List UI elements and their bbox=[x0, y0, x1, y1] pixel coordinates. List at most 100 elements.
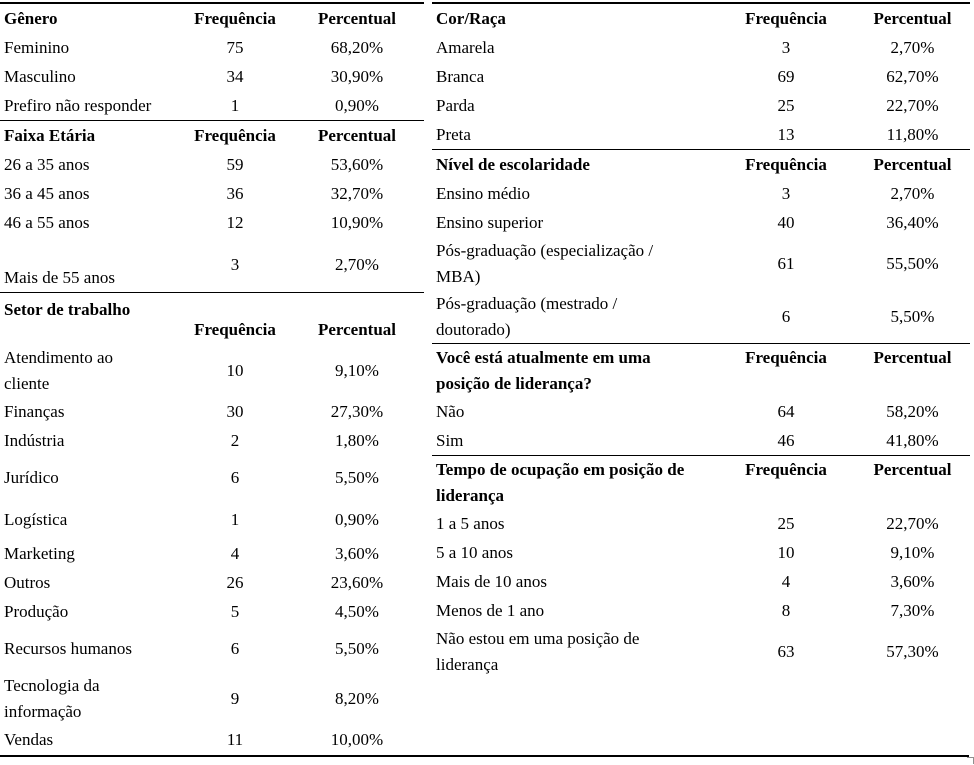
frequency-value: 64 bbox=[777, 401, 795, 421]
row-label: Feminino bbox=[4, 37, 70, 57]
percent-value: 4,50% bbox=[335, 601, 379, 621]
stats-table-tempo-de-ocupacao-em-posicao-de-lideranc: Tempo de ocupação em posição de lideranç… bbox=[432, 455, 970, 678]
frequency-column-header: Frequência bbox=[194, 125, 276, 145]
row-label: Mais de 55 anos bbox=[4, 267, 115, 287]
row-label: 1 a 5 anos bbox=[436, 513, 505, 533]
row-label: Preta bbox=[436, 124, 471, 144]
frequency-value: 6 bbox=[781, 306, 791, 326]
table-row: Recursos humanos 6 5,50% bbox=[0, 626, 424, 672]
frequency-value: 3 bbox=[781, 37, 791, 57]
row-label: Produção bbox=[4, 601, 69, 621]
table-row: Marketing 4 3,60% bbox=[0, 539, 424, 568]
frequency-value: 25 bbox=[777, 513, 795, 533]
percent-value: 2,70% bbox=[890, 183, 935, 203]
section-header-row: Faixa Etária Frequência Percentual bbox=[0, 121, 424, 151]
percent-value: 55,50% bbox=[886, 253, 939, 273]
frequency-column-header: Frequência bbox=[194, 319, 276, 339]
frequency-value: 6 bbox=[230, 639, 240, 659]
table-bottom-border bbox=[0, 755, 969, 757]
percent-value: 1,80% bbox=[335, 430, 379, 450]
table-row: Mais de 10 anos 4 3,60% bbox=[432, 567, 970, 596]
table-row: 26 a 35 anos 59 53,60% bbox=[0, 150, 424, 179]
frequency-value: 40 bbox=[777, 212, 795, 232]
section-header-row: Gênero Frequência Percentual bbox=[0, 3, 424, 33]
percent-value: 10,00% bbox=[330, 729, 384, 749]
row-label: Outros bbox=[4, 572, 51, 592]
frequency-value: 2 bbox=[230, 430, 240, 450]
percent-value: 7,30% bbox=[890, 600, 935, 620]
percent-value: 68,20% bbox=[330, 37, 384, 57]
table-row: Jurídico 6 5,50% bbox=[0, 455, 424, 501]
percent-value: 11,80% bbox=[886, 124, 939, 144]
percentual-column-header: Percentual bbox=[873, 154, 952, 174]
row-label: Amarela bbox=[436, 37, 495, 57]
percentual-column-header: Percentual bbox=[873, 460, 952, 479]
percent-value: 30,90% bbox=[330, 66, 384, 86]
percent-value: 0,90% bbox=[335, 510, 379, 530]
table-row: Preta 13 11,80% bbox=[432, 120, 970, 149]
row-label: Sim bbox=[436, 430, 464, 450]
section-header-row: Você está atualmente em uma posição de l… bbox=[432, 344, 970, 398]
section-header-row: Nível de escolaridade Frequência Percentua… bbox=[432, 150, 970, 180]
row-label: Vendas bbox=[4, 729, 54, 749]
percentual-column-header: Percentual bbox=[317, 8, 397, 28]
frequency-value: 26 bbox=[226, 572, 244, 592]
frequency-value: 11 bbox=[226, 729, 244, 749]
percentual-column-header: Percentual bbox=[873, 348, 952, 367]
section-title: Setor de trabalho bbox=[4, 300, 131, 319]
section-header-row: Setor de trabalho Frequência Percentual bbox=[0, 293, 424, 345]
frequency-value: 5 bbox=[230, 601, 240, 621]
frequency-column-header: Frequência bbox=[745, 8, 827, 28]
section-title: Nível de escolaridade bbox=[436, 154, 590, 174]
row-label: 36 a 45 anos bbox=[4, 183, 90, 203]
percent-value: 2,70% bbox=[890, 37, 935, 57]
stats-table-setor-de-trabalho: Setor de trabalho Frequência Percentual Ate… bbox=[0, 292, 424, 754]
row-label: Não bbox=[436, 401, 465, 421]
table-resize-handle[interactable] bbox=[967, 757, 974, 764]
table-row: Mais de 55 anos 3 2,70% bbox=[0, 237, 424, 292]
row-label: Logística bbox=[4, 510, 68, 530]
frequency-value: 59 bbox=[226, 154, 244, 174]
percent-value: 0,90% bbox=[335, 95, 379, 115]
frequency-value: 46 bbox=[777, 430, 795, 450]
percent-value: 10,90% bbox=[330, 212, 384, 232]
frequency-column-header: Frequência bbox=[194, 8, 276, 28]
table-row: Não 64 58,20% bbox=[432, 397, 970, 426]
table-row: Pós-graduação (especialização / MBA) 61 55… bbox=[432, 237, 970, 290]
percent-value: 62,70% bbox=[886, 66, 939, 86]
row-label: Recursos humanos bbox=[4, 639, 132, 659]
row-label: Marketing bbox=[4, 543, 75, 563]
left-tables-column: Gênero Frequência Percentual Feminino 75 68,2… bbox=[0, 2, 424, 754]
percent-value: 5,50% bbox=[890, 306, 935, 326]
percent-value: 5,50% bbox=[335, 639, 379, 659]
row-label: Menos de 1 ano bbox=[436, 600, 545, 620]
table-row: Logística 1 0,90% bbox=[0, 501, 424, 539]
percent-value: 22,70% bbox=[886, 95, 939, 115]
table-row: Ensino médio 3 2,70% bbox=[432, 179, 970, 208]
frequency-value: 8 bbox=[781, 600, 791, 620]
row-label: Masculino bbox=[4, 66, 76, 86]
table-row: Parda 25 22,70% bbox=[432, 91, 970, 120]
percent-value: 32,70% bbox=[330, 183, 384, 203]
percent-value: 3,60% bbox=[335, 543, 379, 563]
row-label: Atendimento ao cliente bbox=[4, 348, 114, 393]
table-row: Sim 46 41,80% bbox=[432, 426, 970, 455]
percent-value: 36,40% bbox=[886, 212, 939, 232]
table-row: Indústria 2 1,80% bbox=[0, 426, 424, 455]
frequency-value: 63 bbox=[777, 641, 795, 661]
table-row: 36 a 45 anos 36 32,70% bbox=[0, 179, 424, 208]
section-header-row: Tempo de ocupação em posição de lideranç… bbox=[432, 456, 970, 510]
frequency-value: 69 bbox=[777, 66, 795, 86]
frequency-value: 1 bbox=[230, 95, 240, 115]
row-label: 5 a 10 anos bbox=[436, 542, 513, 562]
table-row: Branca 69 62,70% bbox=[432, 62, 970, 91]
table-row: Tecnologia da informação 9 8,20% bbox=[0, 672, 424, 725]
frequency-value: 10 bbox=[777, 542, 795, 562]
row-label: Tecnologia da informação bbox=[4, 676, 100, 721]
table-row: Prefiro não responder 1 0,90% bbox=[0, 91, 424, 120]
table-row: Masculino 34 30,90% bbox=[0, 62, 424, 91]
table-row: Finanças 30 27,30% bbox=[0, 397, 424, 426]
row-label: Jurídico bbox=[4, 468, 59, 488]
section-title: Cor/Raça bbox=[436, 8, 506, 28]
